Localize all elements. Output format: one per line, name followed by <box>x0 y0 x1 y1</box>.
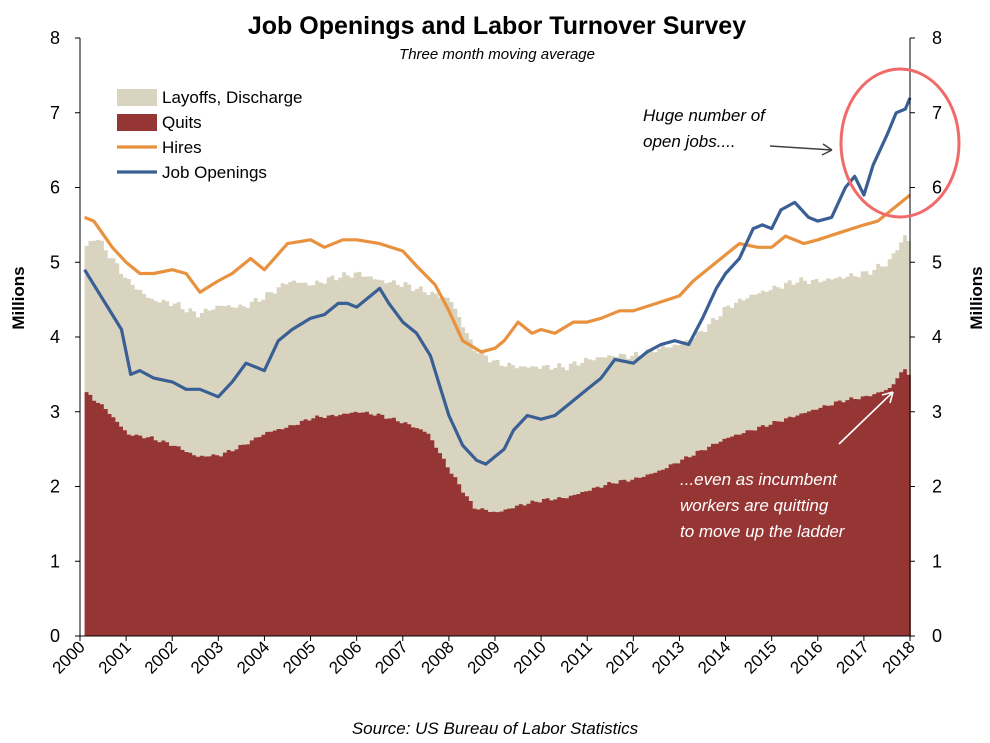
legend-item-quits: Quits <box>117 113 202 132</box>
legend-swatch <box>117 114 157 131</box>
series-job-openings-line <box>83 97 912 466</box>
annotation-arrowhead-openings <box>821 143 833 156</box>
legend-swatch <box>117 89 157 106</box>
legend: Layoffs, Discharge Quits Hires Job Openings <box>117 88 302 182</box>
plot-areas <box>84 235 911 636</box>
legend-item-job-openings: Job Openings <box>117 163 267 182</box>
y-tick-label-right: 3 <box>932 402 942 422</box>
y-tick-label-left: 2 <box>50 477 60 497</box>
y-tick-label-left: 7 <box>50 103 60 123</box>
annotation-arrow-quits <box>838 391 894 445</box>
y-tick-label-left: 3 <box>50 402 60 422</box>
annotation-quits-line: ...even as incumbent <box>680 470 838 489</box>
y-axis-label-left: Millions <box>9 266 28 329</box>
right-axis: 0 1 2 3 4 5 6 7 8 <box>909 28 942 646</box>
legend-label: Layoffs, Discharge <box>162 88 302 107</box>
series-quits-area <box>84 369 911 636</box>
annotation-arrowhead-quits <box>881 391 894 404</box>
y-tick-label-right: 8 <box>932 28 942 48</box>
annotation-quits-line: to move up the ladder <box>680 522 846 541</box>
annotation-arrow-openings <box>769 145 833 151</box>
legend-label: Quits <box>162 113 202 132</box>
legend-item-hires: Hires <box>117 138 202 157</box>
y-tick-label-left: 8 <box>50 28 60 48</box>
y-tick-label-right: 5 <box>932 252 942 272</box>
y-tick-label-right: 1 <box>932 551 942 571</box>
annotation-quits-line: workers are quitting <box>680 496 829 515</box>
y-tick-label-right: 0 <box>932 626 942 646</box>
annotation-open-jobs-line: Huge number of <box>643 106 767 125</box>
y-tick-label-right: 4 <box>932 327 942 347</box>
annotations: Huge number of open jobs.... ...even as in… <box>643 67 961 541</box>
series-hires-line <box>84 193 912 354</box>
y-tick-label-left: 6 <box>50 178 60 198</box>
highlight-circle <box>839 67 961 219</box>
y-tick-label-left: 5 <box>50 252 60 272</box>
annotation-open-jobs-line: open jobs.... <box>643 132 736 151</box>
y-axis-label-right: Millions <box>967 266 986 329</box>
y-tick-label-right: 6 <box>932 178 942 198</box>
y-tick-label-right: 7 <box>932 103 942 123</box>
legend-label: Hires <box>162 138 202 157</box>
chart-title: Job Openings and Labor Turnover Survey <box>248 12 746 40</box>
y-tick-label-left: 1 <box>50 551 60 571</box>
legend-item-layoffs: Layoffs, Discharge <box>117 88 302 107</box>
y-tick-label-left: 4 <box>50 327 60 347</box>
legend-label: Job Openings <box>162 163 267 182</box>
y-tick-label-left: 0 <box>50 626 60 646</box>
left-axis: 0 1 2 3 4 5 6 7 8 <box>50 28 81 646</box>
y-tick-label-right: 2 <box>932 477 942 497</box>
source-note: Source: US Bureau of Labor Statistics <box>352 719 639 738</box>
plot-lines <box>83 97 912 466</box>
chart-subtitle: Three month moving average <box>399 46 595 63</box>
